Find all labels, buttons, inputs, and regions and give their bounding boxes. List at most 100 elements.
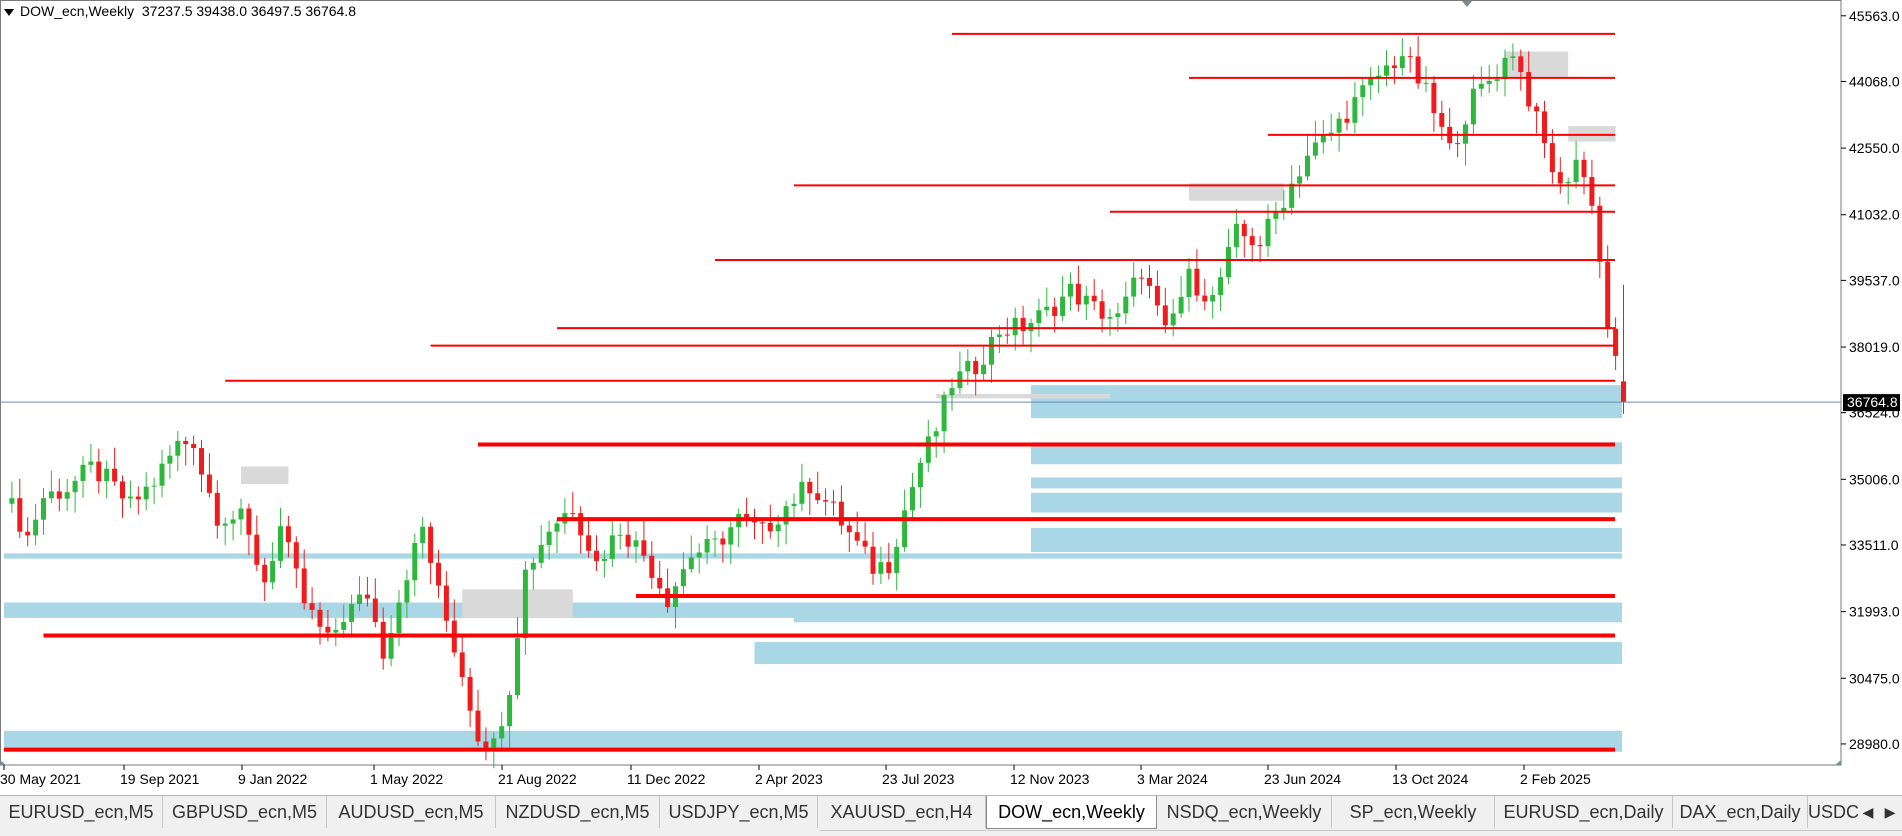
y-tick-label: 44068.0 [1849, 73, 1900, 89]
candle-body [491, 738, 497, 749]
candle-body [467, 676, 473, 711]
candle-body [625, 534, 631, 547]
candle-body [1510, 56, 1516, 58]
tab-eurusd-daily[interactable]: EURUSD_ecn,Daily [1495, 796, 1673, 828]
x-tick-label: 23 Jun 2024 [1264, 771, 1341, 787]
candle-body [933, 431, 939, 437]
candle-body [522, 569, 528, 639]
candle-body [420, 526, 426, 544]
chart-canvas[interactable]: 45563.0 44068.0 42550.0 41032.0 39537.0 38019… [0, 0, 1902, 800]
candle-body [1391, 65, 1397, 69]
candle-body [262, 564, 268, 583]
candle-body [1202, 295, 1208, 302]
candle-body [1320, 134, 1326, 143]
candle-body [1613, 328, 1619, 356]
chart-ohlc: 37237.5 39438.0 36497.5 36764.8 [141, 3, 356, 19]
candle-body [41, 498, 46, 520]
tab-gbpusd-m5[interactable]: GBPUSD_ecn,M5 [163, 796, 327, 828]
candle-body [459, 652, 465, 677]
tab-nsdq-weekly[interactable]: NSDQ_ecn,Weekly [1157, 796, 1332, 828]
tab-xauusd-h4[interactable]: XAUUSD_ecn,H4 [818, 796, 986, 828]
candle-body [1068, 283, 1073, 297]
candle-body [530, 562, 536, 570]
candle-body [831, 501, 836, 503]
zone-blue [1031, 492, 1622, 513]
candle-body [981, 364, 987, 375]
candle-body [870, 546, 876, 574]
candle-body [1581, 159, 1587, 178]
candle-body [1439, 112, 1445, 127]
y-tick-label: 45563.0 [1849, 8, 1900, 24]
tab-scroll-left-icon[interactable]: ◀ [1862, 804, 1874, 820]
candle-body [902, 510, 908, 547]
x-tick-label: 1 May 2022 [370, 771, 443, 787]
tab-nzdusd-m5[interactable]: NZDUSD_ecn,M5 [496, 796, 660, 828]
dropdown-triangle-icon[interactable] [4, 8, 14, 16]
price-chart[interactable]: 45563.0 44068.0 42550.0 41032.0 39537.0 38019… [0, 0, 1902, 800]
tab-eurusd-m5[interactable]: EURUSD_ecn,M5 [0, 796, 163, 828]
candle-body [925, 436, 931, 463]
candle-body [949, 388, 955, 396]
candle-body [33, 519, 39, 536]
candle-body [1605, 261, 1611, 329]
chart-symbol: DOW_ecn,Weekly [20, 3, 135, 19]
candle-body [570, 513, 576, 515]
zone-gray [1568, 126, 1616, 142]
candle-body [815, 493, 821, 501]
candle-body [586, 535, 592, 551]
y-tick-label: 38019.0 [1849, 339, 1900, 355]
candle-body [246, 508, 252, 535]
candle-body [1139, 277, 1145, 279]
x-tick-label: 9 Jan 2022 [238, 771, 307, 787]
candle-body [609, 535, 615, 559]
candle-body [1526, 72, 1532, 107]
y-tick-label: 33511.0 [1849, 537, 1899, 553]
candle-body [364, 594, 370, 599]
candle-body [325, 626, 331, 633]
candle-body [823, 500, 829, 502]
candle-body [1344, 118, 1350, 123]
candle-body [1328, 132, 1334, 135]
candle-body [483, 741, 489, 749]
candle-body [1218, 277, 1224, 295]
tab-dow-weekly[interactable]: DOW_ecn,Weekly [986, 796, 1157, 829]
y-tick-label: 28980.0 [1849, 736, 1900, 752]
zone-gray [462, 589, 573, 618]
candle-body [1178, 297, 1184, 314]
candle-body [1249, 236, 1255, 246]
candle-body [1312, 142, 1318, 156]
zone-blue [4, 730, 1622, 752]
corner-marker-icon [0, 760, 6, 765]
candle-body [989, 336, 994, 365]
tab-dax-daily[interactable]: DAX_ecn,Daily [1673, 796, 1808, 828]
candle-body [862, 540, 868, 547]
candle-body [1083, 295, 1089, 305]
candle-body [957, 371, 963, 389]
candle-body [357, 594, 362, 605]
candle-body [1194, 268, 1200, 296]
tab-usdjpy-m5[interactable]: USDJPY_ecn,M5 [660, 796, 818, 828]
candle-body [1257, 245, 1263, 247]
tab-audusd-m5[interactable]: AUDUSD_ecn,M5 [327, 796, 496, 828]
candle-body [1352, 97, 1358, 123]
candle-body [594, 550, 599, 561]
candle-body [175, 440, 181, 456]
y-tick-label: 42550.0 [1849, 140, 1900, 156]
candle-body [143, 486, 149, 500]
candle-body [744, 513, 750, 518]
candle-body [159, 463, 165, 486]
candle-body [720, 538, 726, 545]
candle-body [1407, 56, 1413, 58]
candle-body [214, 492, 220, 526]
candle-body [1115, 313, 1121, 317]
candle-body [783, 506, 789, 525]
candle-body [120, 481, 125, 499]
candle-body [1549, 143, 1555, 173]
zone-blue [754, 642, 1622, 665]
candle-body [333, 629, 339, 633]
tab-usdc-partial[interactable]: USDC [1808, 802, 1858, 822]
candle-body [894, 546, 900, 573]
tab-sp-weekly[interactable]: SP_ecn,Weekly [1332, 796, 1495, 828]
candle-body [657, 577, 663, 589]
tab-scroll-right-icon[interactable]: ▶ [1884, 804, 1896, 820]
